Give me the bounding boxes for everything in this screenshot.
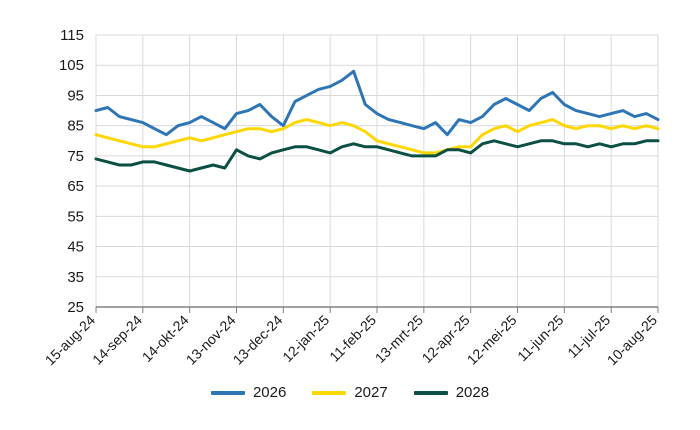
legend-swatch xyxy=(210,390,245,395)
legend-swatch xyxy=(413,390,448,395)
x-tick-label: 15-aug-24 xyxy=(42,312,99,369)
series-line-2028 xyxy=(94,139,660,173)
y-tick-label: 105 xyxy=(59,57,84,74)
axes-layer: 25 35 45 55 65 75 85 95 105 115 15-aug-2414-sep-24… xyxy=(42,27,661,368)
x-tick-label: 11-feb-25 xyxy=(326,312,379,365)
y-tick-label: 95 xyxy=(67,87,84,104)
x-tick-label: 13-dec-24 xyxy=(230,312,286,368)
legend-item-2026: 2026 xyxy=(210,384,287,401)
x-tick-label: 13-nov-24 xyxy=(183,312,239,368)
legend-item-2027: 2027 xyxy=(312,384,388,401)
series-line-2026 xyxy=(94,69,660,137)
y-tick-label: 85 xyxy=(67,118,84,135)
y-tick-label: 115 xyxy=(60,27,84,44)
legend-label: 2028 xyxy=(455,384,490,401)
x-tick-label: 12-jan-25 xyxy=(279,312,332,365)
y-tick-label: 25 xyxy=(67,299,84,316)
legend-label: 2026 xyxy=(252,384,287,401)
y-tick-label: 45 xyxy=(67,239,84,256)
x-tick-label: 12-mei-25 xyxy=(464,312,520,368)
grid-layer xyxy=(95,34,659,308)
series-line-2027 xyxy=(94,118,660,155)
legend-label: 2027 xyxy=(354,384,388,401)
x-tick-label: 11-jun-25 xyxy=(514,312,567,365)
x-tick-label: 10-aug-25 xyxy=(604,312,661,369)
x-tick-label: 13-mrt-25 xyxy=(372,312,426,366)
series-layer xyxy=(94,69,660,173)
y-tick-label: 75 xyxy=(67,148,84,165)
y-tick-label: 55 xyxy=(67,208,84,225)
y-tick-label: 65 xyxy=(67,178,84,195)
legend: 2026 2027 2028 xyxy=(0,384,700,401)
y-tick-label: 35 xyxy=(67,269,84,286)
x-tick-label: 14-sep-24 xyxy=(89,312,145,368)
line-chart: 25 35 45 55 65 75 85 95 105 115 15-aug-2414-sep-24… xyxy=(42,27,661,368)
legend-item-2028: 2028 xyxy=(413,384,490,401)
legend-swatch xyxy=(312,390,347,395)
